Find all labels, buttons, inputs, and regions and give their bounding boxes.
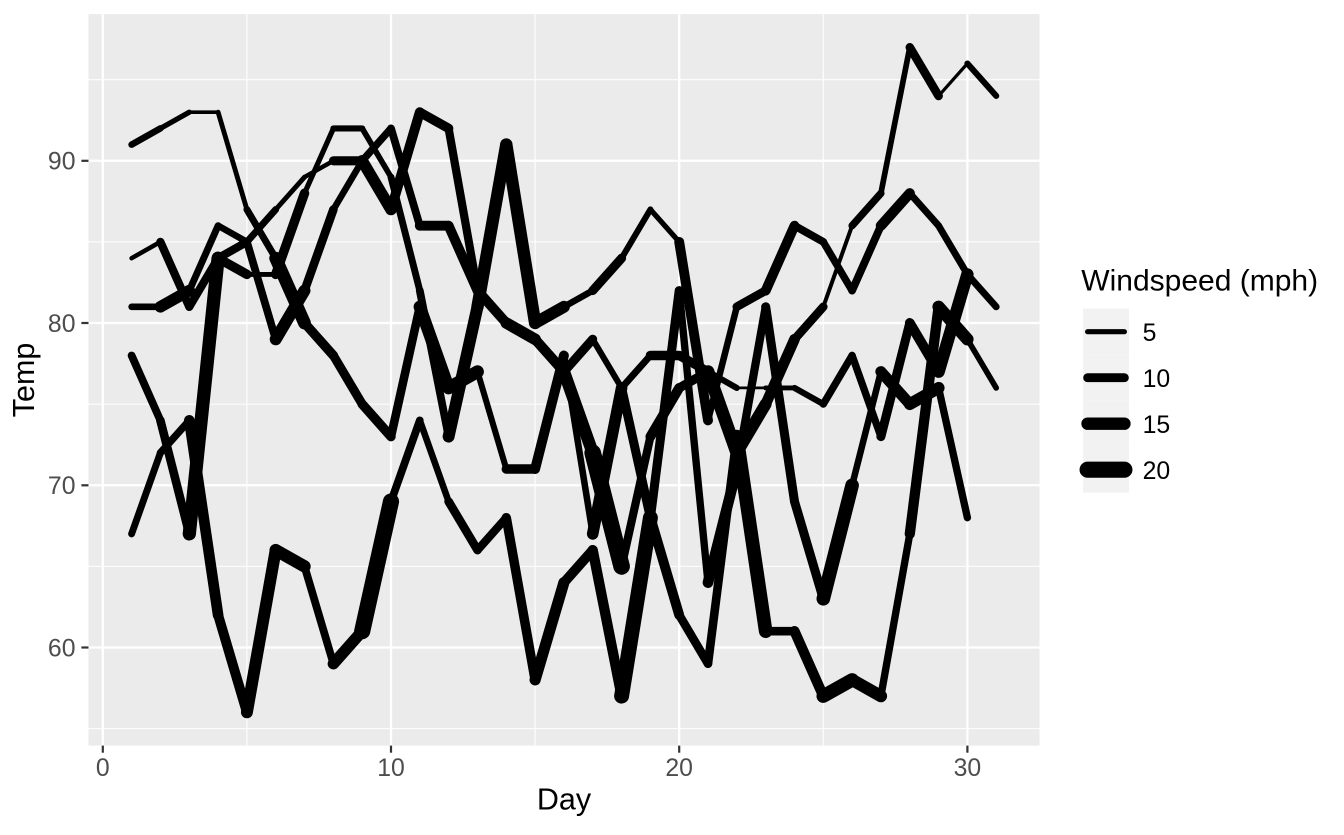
svg-text:Day: Day <box>537 783 592 817</box>
svg-text:10: 10 <box>377 755 405 782</box>
svg-text:0: 0 <box>96 755 110 782</box>
svg-text:80: 80 <box>48 311 76 338</box>
svg-text:30: 30 <box>954 755 982 782</box>
svg-text:5: 5 <box>1143 320 1157 347</box>
svg-text:70: 70 <box>48 473 76 500</box>
svg-text:15: 15 <box>1143 412 1171 439</box>
svg-text:Temp: Temp <box>7 343 41 418</box>
svg-text:10: 10 <box>1143 366 1171 393</box>
svg-text:60: 60 <box>48 635 76 662</box>
svg-text:Windspeed (mph): Windspeed (mph) <box>1081 265 1318 298</box>
svg-text:20: 20 <box>665 755 693 782</box>
svg-text:90: 90 <box>48 149 76 176</box>
svg-text:20: 20 <box>1143 458 1171 485</box>
